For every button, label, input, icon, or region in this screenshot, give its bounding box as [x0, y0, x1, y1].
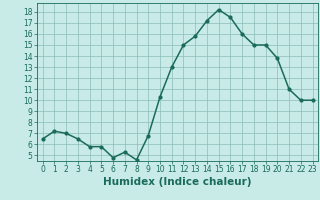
X-axis label: Humidex (Indice chaleur): Humidex (Indice chaleur) — [103, 177, 252, 187]
